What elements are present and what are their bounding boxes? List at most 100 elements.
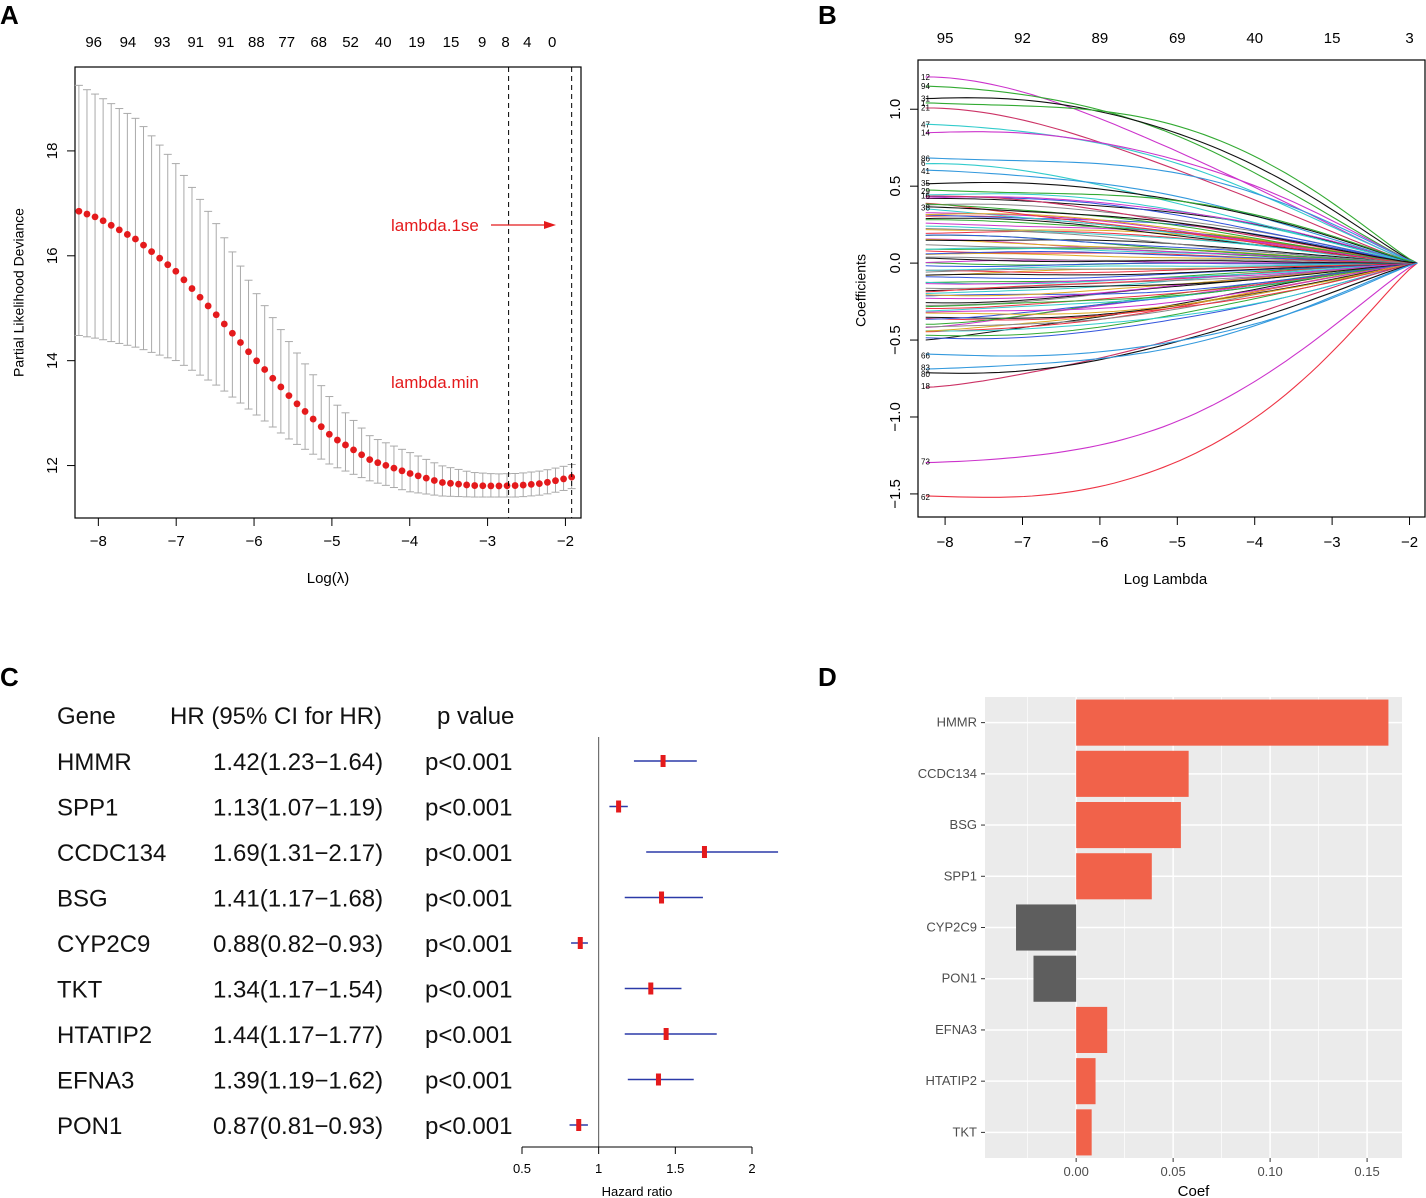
coefficient-path [925, 181, 1418, 264]
path-variable-label: 73 [921, 458, 930, 467]
coefficient-path [925, 262, 1418, 498]
coef-bar [1076, 853, 1152, 900]
deviance-point [253, 357, 261, 365]
deviance-point [503, 482, 511, 490]
hr-ci-text: 1.69(1.31−2.17) [213, 840, 383, 867]
top-count-label: 40 [1246, 30, 1263, 47]
deviance-point [285, 392, 293, 400]
path-variable-label: 86 [921, 154, 930, 163]
deviance-point [406, 470, 414, 477]
hr-point-marker [655, 1073, 661, 1086]
gene-name: CYP2C9 [57, 931, 150, 958]
deviance-point [495, 482, 503, 490]
deviance-point [414, 472, 422, 480]
top-count-label: 15 [443, 34, 460, 51]
x-axis-label: Log Lambda [1124, 571, 1208, 588]
x-tick-label: 0.10 [1257, 1164, 1282, 1179]
plot-frame [74, 66, 582, 519]
x-tick-label: 0.05 [1160, 1164, 1185, 1179]
p-value-text: p<0.001 [425, 1068, 512, 1095]
x-tick-label: 0.5 [513, 1161, 531, 1176]
coefficient-path [925, 250, 1418, 264]
coefficient-path [925, 250, 1418, 264]
path-variable-label: 29 [921, 187, 930, 196]
deviance-point [342, 441, 349, 449]
coefficient-path [925, 195, 1418, 264]
hr-ci-text: 1.39(1.19−1.62) [213, 1068, 383, 1095]
path-variable-label: 18 [921, 382, 930, 391]
top-count-label: 77 [278, 34, 295, 51]
gene-name: PON1 [57, 1113, 122, 1140]
coefficient-path [925, 262, 1418, 388]
p-value-text: p<0.001 [425, 840, 512, 867]
path-variable-label: 94 [921, 82, 930, 91]
deviance-point [245, 348, 252, 356]
hr-point-marker [616, 800, 622, 813]
deviance-point [511, 482, 519, 489]
hr-ci-text: 0.87(0.81−0.93) [213, 1113, 383, 1140]
path-variable-label: 62 [921, 493, 930, 502]
gene-name: TKT [57, 977, 103, 1004]
y-tick-label: 12 [44, 457, 61, 474]
path-variable-label: 6 [921, 159, 926, 168]
coefficient-path [925, 262, 1418, 357]
coefficient-path [925, 262, 1418, 464]
gene-name: SPP1 [57, 795, 118, 822]
coefficient-path [925, 262, 1418, 315]
x-tick-label: −7 [168, 533, 185, 550]
path-variable-label: 31 [921, 94, 930, 103]
x-tick-label: −8 [90, 533, 107, 550]
lambda-min-annotation: lambda.min [391, 373, 479, 392]
p-value-text: p<0.001 [425, 749, 512, 776]
category-label: PON1 [942, 971, 977, 986]
column-header-p-value: p value [437, 703, 514, 730]
deviance-point [237, 339, 244, 346]
coef-bar [1033, 955, 1077, 1002]
y-axis-label: Partial Likelihood Deviance [11, 208, 27, 377]
coefficient-path [925, 206, 1418, 264]
coefficient-path [925, 76, 1418, 264]
top-count-label: 19 [408, 34, 425, 51]
panel-c-label: C [0, 662, 19, 692]
category-label: CYP2C9 [926, 920, 977, 935]
path-variable-label: 35 [921, 179, 930, 188]
top-count-label: 15 [1324, 30, 1341, 47]
deviance-point [75, 207, 83, 215]
deviance-point [99, 217, 107, 225]
path-variable-label: 41 [921, 167, 930, 176]
category-label: TKT [952, 1124, 977, 1139]
coef-bar [1076, 750, 1189, 797]
x-tick-label: 1.5 [666, 1161, 684, 1176]
x-tick-label: −3 [479, 533, 496, 550]
coefficient-path [925, 262, 1418, 308]
x-axis-label: Hazard ratio [602, 1184, 673, 1198]
gene-name: EFNA3 [57, 1068, 134, 1095]
coefficient-path [925, 229, 1418, 264]
x-axis-label: Coef [1178, 1183, 1211, 1198]
deviance-point [309, 415, 317, 423]
y-tick-label: −1.5 [887, 479, 904, 509]
path-variable-label: 16 [921, 191, 930, 200]
y-tick-label: −1.0 [887, 402, 904, 432]
hr-point-marker [660, 755, 666, 767]
x-tick-label: −8 [937, 534, 954, 551]
x-tick-label: −6 [1091, 534, 1108, 551]
coefficient-path [925, 228, 1418, 264]
coefficient-path [925, 262, 1418, 279]
top-count-label: 92 [1014, 30, 1031, 47]
p-value-text: p<0.001 [425, 1113, 512, 1140]
path-variable-label: 1 [921, 99, 926, 108]
gene-name: CCDC134 [57, 840, 166, 867]
deviance-point [552, 477, 559, 485]
coefficient-path [925, 256, 1418, 264]
deviance-point [123, 231, 131, 238]
coefficient-path [925, 102, 1418, 264]
deviance-point [390, 464, 398, 472]
y-tick-label: 1.0 [887, 99, 904, 120]
p-value-text: p<0.001 [425, 931, 512, 958]
hr-point-marker [663, 1028, 669, 1040]
coefficient-path [925, 262, 1418, 292]
deviance-point [463, 481, 471, 489]
hr-ci-text: 1.44(1.17−1.77) [213, 1022, 383, 1049]
